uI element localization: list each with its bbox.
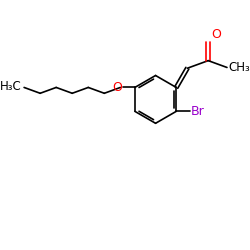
Text: CH₃: CH₃ <box>229 61 250 74</box>
Text: O: O <box>112 81 122 94</box>
Text: O: O <box>211 28 221 41</box>
Text: Br: Br <box>191 105 204 118</box>
Text: H₃C: H₃C <box>0 80 22 93</box>
